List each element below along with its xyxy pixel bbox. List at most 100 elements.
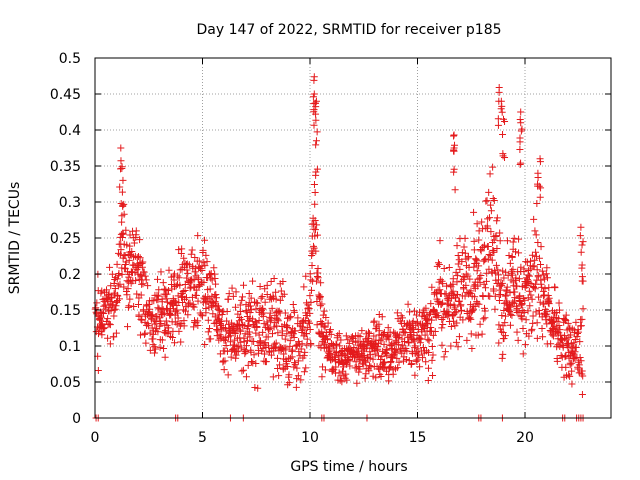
data-point: [535, 293, 543, 301]
data-point: [102, 286, 110, 294]
data-point: [99, 309, 107, 317]
data-point: [297, 345, 305, 353]
data-point: [320, 322, 328, 330]
data-point: [125, 256, 133, 264]
data-point: [299, 325, 307, 333]
data-point: [369, 355, 377, 363]
data-point: [186, 299, 194, 307]
data-point: [540, 300, 548, 308]
data-point: [377, 356, 385, 364]
data-point: [378, 313, 386, 321]
data-point: [199, 246, 207, 254]
data-point: [543, 308, 551, 316]
data-point: [461, 292, 469, 300]
data-point: [167, 311, 175, 319]
data-point: [370, 318, 378, 326]
data-point: [447, 322, 455, 330]
data-point: [141, 330, 149, 338]
data-point: [228, 284, 236, 292]
data-point: [332, 363, 340, 371]
data-point: [221, 324, 229, 332]
data-point: [136, 254, 144, 262]
data-point: [498, 354, 506, 362]
data-point: [116, 280, 124, 288]
data-point: [281, 309, 289, 317]
data-point: [436, 286, 444, 294]
data-point: [469, 306, 477, 314]
data-point: [250, 351, 258, 359]
data-point: [541, 285, 549, 293]
data-point: [117, 157, 125, 165]
data-point: [486, 170, 494, 178]
data-point: [517, 263, 525, 271]
data-point: [501, 292, 509, 300]
data-point: [483, 197, 491, 205]
data-point: [312, 141, 320, 149]
data-point: [237, 327, 245, 335]
data-point: [482, 284, 490, 292]
y-axis-label: SRMTID / TECUs: [7, 182, 23, 295]
data-point: [411, 371, 419, 379]
data-point: [113, 275, 121, 283]
data-point: [216, 307, 224, 315]
data-point: [119, 202, 127, 210]
data-point: [484, 215, 492, 223]
data-point: [424, 335, 432, 343]
data-point: [122, 226, 130, 234]
data-point: [479, 315, 487, 323]
x-tick-label: 5: [198, 430, 207, 446]
data-point: [184, 311, 192, 319]
data-point: [317, 279, 325, 287]
data-point: [200, 258, 208, 266]
data-point: [537, 184, 545, 192]
data-point: [562, 311, 570, 319]
data-point: [578, 277, 586, 285]
data-point: [177, 338, 185, 346]
data-point: [365, 367, 373, 375]
data-point: [144, 282, 152, 290]
data-point: [561, 353, 569, 361]
data-point: [98, 309, 106, 317]
data-point: [224, 371, 232, 379]
data-point: [532, 231, 540, 239]
data-point: [232, 351, 240, 359]
data-point: [310, 106, 318, 114]
data-point: [306, 292, 314, 300]
data-point: [516, 138, 524, 146]
data-point: [118, 188, 126, 196]
data-point: [374, 343, 382, 351]
data-point: [245, 317, 253, 325]
data-point: [272, 288, 280, 296]
data-point: [498, 108, 506, 116]
data-point: [575, 361, 583, 369]
data-point: [224, 295, 232, 303]
data-point: [526, 302, 534, 310]
data-point: [249, 359, 257, 367]
data-point: [529, 312, 537, 320]
axis-ticks: 0 0.05 0.1 0.15 0.2 0.25 0.3 0.35 0.4 0.45 0.5 0 5 10…: [50, 51, 611, 446]
data-point: [136, 331, 144, 339]
data-point: [332, 340, 340, 348]
data-point: [242, 307, 250, 315]
data-point: [175, 274, 183, 282]
data-point: [175, 327, 183, 335]
data-point: [507, 310, 515, 318]
data-point: [574, 329, 582, 337]
data-point: [122, 258, 130, 266]
data-point: [516, 160, 524, 168]
data-point: [537, 243, 545, 251]
data-point: [572, 343, 580, 351]
data-point: [302, 272, 310, 280]
data-point: [424, 364, 432, 372]
data-point: [300, 368, 308, 376]
data-point: [449, 275, 457, 283]
data-point: [242, 347, 250, 355]
data-point: [247, 302, 255, 310]
data-point: [106, 321, 114, 329]
data-point: [276, 296, 284, 304]
data-point: [506, 289, 514, 297]
y-tick-label: 0.15: [50, 303, 81, 319]
data-point: [312, 171, 320, 179]
data-point: [501, 319, 509, 327]
data-point: [548, 331, 556, 339]
